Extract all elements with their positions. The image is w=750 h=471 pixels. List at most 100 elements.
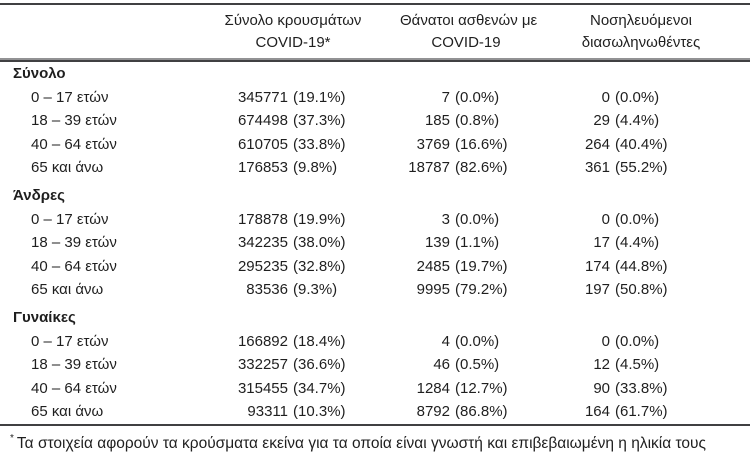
deaths-percent: (16.6%): [455, 135, 508, 153]
table-row: 0 – 17 ετών 166892 (18.4%) 4 (0.0%) 0 (0.0%…: [0, 330, 750, 354]
deaths-count: 46: [433, 356, 450, 373]
cases-value: 345771 (19.1%): [186, 86, 400, 110]
intubated-value: 0 (0.0%): [532, 330, 750, 354]
deaths-value: 1284 (12.7%): [400, 377, 532, 401]
cases-count: 166892: [237, 332, 288, 350]
cases-percent: (10.3%): [293, 403, 346, 420]
age-label: 0 – 17 ετών: [31, 332, 109, 350]
deaths-percent: (19.7%): [455, 257, 508, 275]
intubated-value: 90 (33.8%): [532, 377, 750, 401]
intubated-value: 29 (4.4%): [532, 109, 750, 133]
table-row: 40 – 64 ετών 610705 (33.8%) 3769 (16.6%) 2…: [0, 133, 750, 157]
cases-value: 83536 (9.3%): [186, 278, 400, 302]
intubated-count: 12: [593, 356, 610, 373]
deaths-count: 1284: [416, 379, 450, 397]
intubated-value: 361 (55.2%): [532, 156, 750, 180]
table-body: Σύνολο 0 – 17 ετών 345771 (19.1%) 7 (0.0%)…: [0, 62, 750, 424]
intubated-count: 264: [584, 135, 610, 153]
cases-count: 332257: [237, 356, 288, 373]
deaths-value: 139 (1.1%): [400, 231, 532, 255]
table-row: 18 – 39 ετών 332257 (36.6%) 46 (0.5%) 12 (4…: [0, 353, 750, 377]
intubated-value: 174 (44.8%): [532, 255, 750, 279]
intubated-percent: (0.0%): [615, 210, 660, 228]
intubated-count: 0: [601, 88, 610, 106]
age-label: 40 – 64 ετών: [31, 257, 117, 275]
deaths-percent: (86.8%): [455, 403, 508, 420]
intubated-value: 0 (0.0%): [532, 86, 750, 110]
cases-value: 166892 (18.4%): [186, 330, 400, 354]
deaths-value: 46 (0.5%): [400, 353, 532, 377]
cases-percent: (9.3%): [293, 281, 338, 298]
intubated-percent: (4.5%): [615, 356, 660, 373]
cases-value: 176853 (9.8%): [186, 156, 400, 180]
deaths-percent: (0.0%): [455, 332, 500, 350]
age-label: 18 – 39 ετών: [31, 112, 117, 129]
intubated-count: 0: [601, 332, 610, 350]
cases-value: 674498 (37.3%): [186, 109, 400, 133]
deaths-percent: (0.5%): [455, 356, 500, 373]
column-header-intubated-line2: διασωληνωθέντες: [581, 34, 701, 51]
column-header-empty: [0, 10, 186, 54]
intubated-value: 0 (0.0%): [532, 208, 750, 232]
cases-value: 332257 (36.6%): [186, 353, 400, 377]
table-row: 40 – 64 ετών 315455 (34.7%) 1284 (12.7%) 9…: [0, 377, 750, 401]
deaths-value: 7 (0.0%): [400, 86, 532, 110]
intubated-value: 197 (50.8%): [532, 278, 750, 302]
table-row: 65 και άνω 83536 (9.3%) 9995 (79.2%) 197 (5…: [0, 278, 750, 302]
table-row: 65 και άνω 93311 (10.3%) 8792 (86.8%) 164 (…: [0, 400, 750, 424]
age-label: 65 και άνω: [31, 281, 104, 298]
column-header-cases: Σύνολο κρουσμάτων COVID-19*: [186, 10, 400, 54]
cases-percent: (34.7%): [293, 379, 346, 397]
cases-value: 178878 (19.9%): [186, 208, 400, 232]
deaths-value: 3 (0.0%): [400, 208, 532, 232]
intubated-percent: (0.0%): [615, 332, 660, 350]
cases-percent: (19.9%): [293, 210, 346, 228]
cases-percent: (37.3%): [293, 112, 346, 129]
section-row-men: Άνδρες: [0, 184, 750, 208]
table-bottom-rule: [0, 423, 750, 426]
table-footnote: * Τα στοιχεία αφορούν τα κρούσματα εκείνα…: [0, 430, 750, 454]
intubated-percent: (0.0%): [615, 88, 660, 106]
column-header-deaths: Θάνατοι ασθενών με COVID-19: [400, 10, 538, 54]
cases-count: 342235: [237, 234, 288, 251]
intubated-count: 174: [584, 257, 610, 275]
deaths-value: 2485 (19.7%): [400, 255, 532, 279]
intubated-percent: (55.2%): [615, 159, 668, 176]
intubated-percent: (4.4%): [615, 112, 660, 129]
cases-value: 315455 (34.7%): [186, 377, 400, 401]
deaths-value: 3769 (16.6%): [400, 133, 532, 157]
deaths-percent: (0.0%): [455, 210, 500, 228]
intubated-value: 17 (4.4%): [532, 231, 750, 255]
table-row: 18 – 39 ετών 342235 (38.0%) 139 (1.1%) 17 (…: [0, 231, 750, 255]
cases-count: 176853: [237, 159, 288, 176]
intubated-value: 12 (4.5%): [532, 353, 750, 377]
intubated-percent: (40.4%): [615, 135, 668, 153]
age-label: 18 – 39 ετών: [31, 234, 117, 251]
intubated-count: 0: [601, 210, 610, 228]
deaths-count: 3769: [416, 135, 450, 153]
age-label: 40 – 64 ετών: [31, 379, 117, 397]
deaths-percent: (0.8%): [455, 112, 500, 129]
section-row-total: Σύνολο: [0, 62, 750, 86]
deaths-count: 9995: [416, 281, 450, 298]
cases-count: 93311: [247, 403, 288, 420]
deaths-percent: (0.0%): [455, 88, 500, 106]
age-label: 65 και άνω: [31, 159, 104, 176]
column-header-deaths-line2: COVID-19: [431, 34, 501, 51]
cases-count: 674498: [237, 112, 288, 129]
intubated-count: 17: [593, 234, 610, 251]
column-header-deaths-line1: Θάνατοι ασθενών με: [400, 12, 538, 29]
deaths-count: 18787: [408, 159, 450, 176]
column-header-cases-line1: Σύνολο κρουσμάτων: [224, 12, 362, 29]
intubated-percent: (33.8%): [615, 379, 668, 397]
table-row: 0 – 17 ετών 345771 (19.1%) 7 (0.0%) 0 (0.0%…: [0, 86, 750, 110]
cases-count: 295235: [237, 257, 288, 275]
cases-percent: (32.8%): [293, 257, 346, 275]
column-header-cases-line2: COVID-19*: [255, 34, 331, 51]
section-label-women: Γυναίκες: [13, 309, 76, 326]
intubated-count: 90: [593, 379, 610, 397]
cases-percent: (19.1%): [293, 88, 346, 106]
intubated-value: 264 (40.4%): [532, 133, 750, 157]
table-row: 40 – 64 ετών 295235 (32.8%) 2485 (19.7%) 1…: [0, 255, 750, 279]
deaths-count: 7: [441, 88, 450, 106]
